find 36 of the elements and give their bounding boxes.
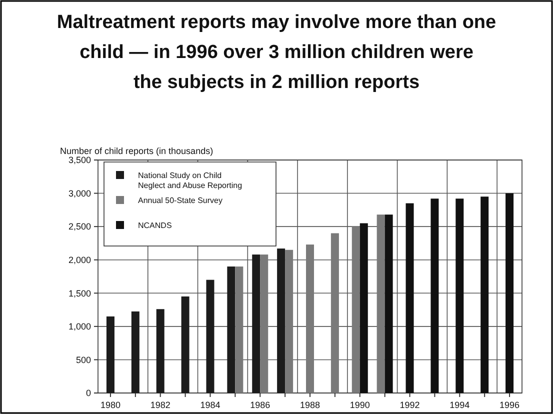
- y-tick-label: 1,500: [68, 288, 91, 298]
- bar: [456, 198, 464, 393]
- y-tick-label: 3,000: [68, 188, 91, 198]
- y-tick-label: 2,500: [68, 222, 91, 232]
- bar: [480, 196, 489, 393]
- bar: [330, 233, 339, 393]
- x-tick-label: 1992: [400, 400, 420, 410]
- bar: [252, 254, 260, 393]
- bar: [235, 266, 244, 393]
- bar: [181, 296, 190, 393]
- bar: [384, 214, 393, 393]
- legend-label: NCANDS: [138, 221, 172, 230]
- bar: [360, 223, 368, 393]
- x-tick-label: 1994: [450, 400, 470, 410]
- bar: [156, 309, 164, 393]
- x-tick-label: 1984: [200, 400, 220, 410]
- chart-title: Maltreatment reports may involve more than one child — in 1996 over 3 million children were the subjects in 2 million reports: [56, 12, 496, 93]
- x-tick-label: 1980: [100, 400, 120, 410]
- y-tick-label: 3,500: [68, 155, 91, 166]
- y-tick-label: 500: [76, 354, 91, 365]
- y-tick-label: 2,000: [68, 255, 91, 266]
- bar: [227, 266, 236, 393]
- x-tick-label: 1982: [150, 400, 170, 410]
- bar: [277, 248, 286, 393]
- bar: [131, 311, 140, 393]
- x-tick-label: 1996: [500, 400, 520, 410]
- y-tick-label: 0: [86, 388, 91, 398]
- y-tick-label: 1,000: [68, 322, 91, 332]
- x-tick-label: 1986: [250, 400, 270, 410]
- x-tick-label: 1990: [350, 400, 370, 410]
- legend-label: National Study on Child Neglect and Abuse Reporting: [138, 171, 242, 190]
- y-axis-title: Number of child reports (in thousands): [60, 146, 214, 156]
- legend-label: Annual 50-State Survey: [138, 196, 222, 205]
- x-tick-label: 1988: [300, 400, 320, 410]
- bar: [430, 198, 439, 393]
- bar: [306, 244, 314, 393]
